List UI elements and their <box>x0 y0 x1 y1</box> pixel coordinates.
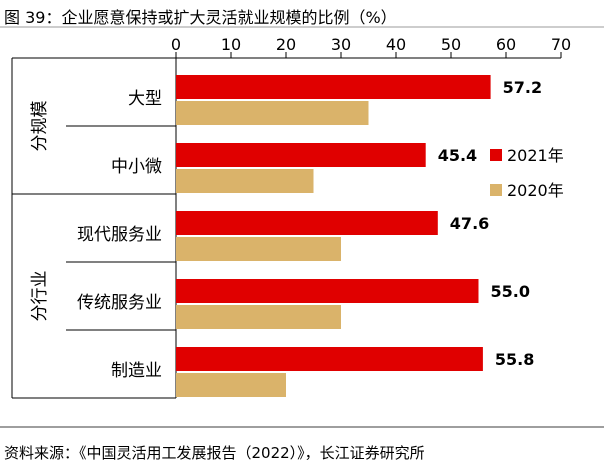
category-label: 传统服务业 <box>77 293 162 313</box>
bar-2020 <box>176 237 341 261</box>
bar-2021 <box>176 347 483 371</box>
x-tick-label: 10 <box>221 35 241 54</box>
category-label: 现代服务业 <box>77 225 162 245</box>
bar-2020 <box>176 305 341 329</box>
bar-2021 <box>176 143 426 167</box>
bar-2021 <box>176 279 479 303</box>
x-tick-label: 50 <box>441 35 461 54</box>
group-label: 分规模 <box>30 101 50 152</box>
bar-2020 <box>176 373 286 397</box>
data-label-2021: 55.0 <box>491 282 530 301</box>
category-label: 制造业 <box>111 361 162 381</box>
bar-2021 <box>176 211 438 235</box>
category-label: 大型 <box>128 89 162 109</box>
category-label: 中小微 <box>111 157 162 177</box>
group-label: 分行业 <box>30 271 50 322</box>
bar-2021 <box>176 75 491 99</box>
legend-label-2021: 2021年 <box>507 146 564 165</box>
data-label-2021: 47.6 <box>450 214 489 233</box>
bar-2020 <box>176 169 314 193</box>
x-tick-label: 30 <box>331 35 351 54</box>
x-tick-label: 60 <box>496 35 516 54</box>
chart-title: 图 39：企业愿意保持或扩大灵活就业规模的比例（%） <box>4 8 397 27</box>
x-tick-label: 0 <box>171 35 181 54</box>
data-label-2021: 57.2 <box>503 78 542 97</box>
legend-swatch-2021 <box>490 149 502 161</box>
x-tick-label: 40 <box>386 35 406 54</box>
bar-2020 <box>176 101 369 125</box>
legend-swatch-2020 <box>490 184 502 196</box>
x-tick-label: 70 <box>551 35 571 54</box>
data-label-2021: 45.4 <box>438 146 477 165</box>
legend-label-2020: 2020年 <box>507 181 564 200</box>
data-label-2021: 55.8 <box>495 350 534 369</box>
x-tick-label: 20 <box>276 35 296 54</box>
source-note: 资料来源：《中国灵活用工发展报告（2022）》，长江证券研究所 <box>4 444 425 462</box>
